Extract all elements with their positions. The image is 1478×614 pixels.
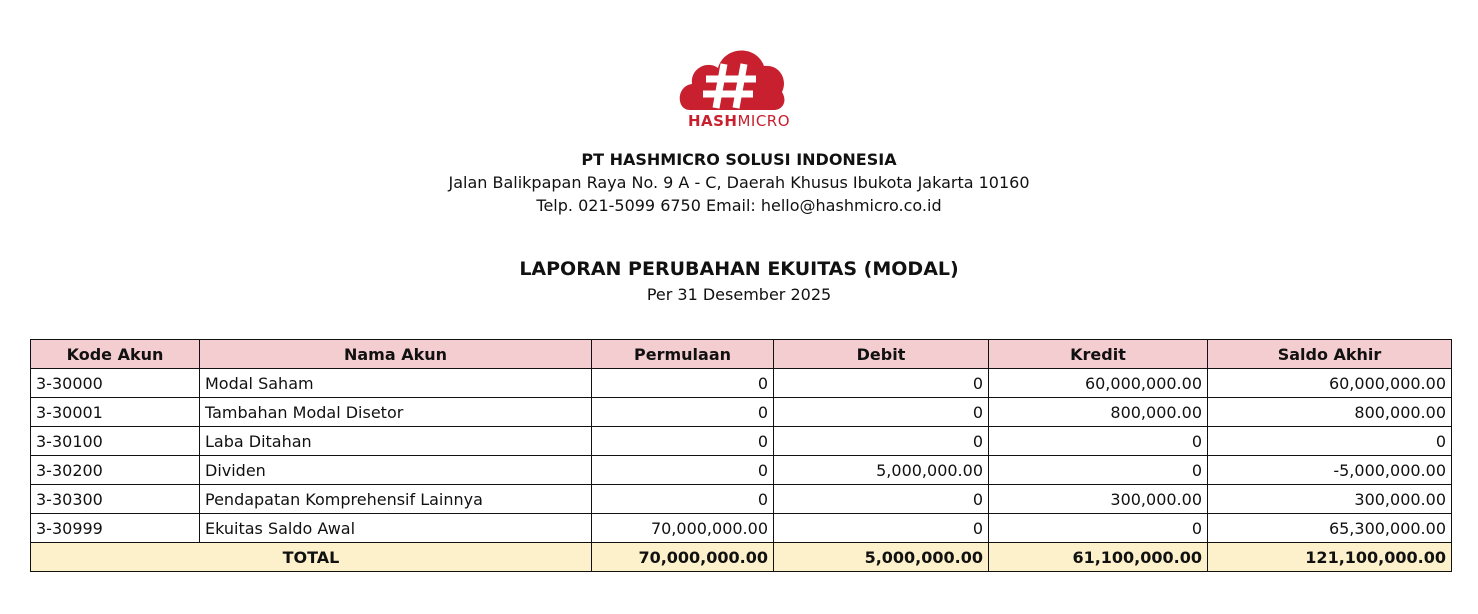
cell-debit: 0: [773, 426, 989, 456]
company-contact: Telp. 021-5099 6750 Email: hello@hashmic…: [536, 196, 942, 215]
table-row: 3-30300 Pendapatan Komprehensif Lainnya 0 0…: [30, 484, 1452, 514]
table-row: 3-30100 Laba Ditahan 0 0 0 0: [30, 426, 1452, 456]
equity-table: Kode Akun Nama Akun Permulaan Debit Kred…: [30, 339, 1452, 572]
cell-kredit: 60,000,000.00: [988, 368, 1208, 398]
cell-nama: Laba Ditahan: [199, 426, 592, 456]
table-row: 3-30999 Ekuitas Saldo Awal 70,000,000.00 0 0…: [30, 513, 1452, 543]
cell-kredit: 0: [988, 513, 1208, 543]
cell-debit: 0: [773, 513, 989, 543]
report-title: LAPORAN PERUBAHAN EKUITAS (MODAL): [519, 258, 959, 280]
table-header: Kode Akun Nama Akun Permulaan Debit Kred…: [30, 339, 1452, 369]
cell-kredit: 0: [988, 455, 1208, 485]
col-kode: Kode Akun: [30, 339, 200, 369]
brand-name: HASHMICRO: [687, 112, 791, 130]
hashmicro-logo: [679, 50, 785, 110]
col-saldo: Saldo Akhir: [1207, 339, 1452, 369]
cell-saldo: 800,000.00: [1207, 397, 1452, 427]
cell-nama: Tambahan Modal Disetor: [199, 397, 592, 427]
table-row: 3-30000 Modal Saham 0 0 60,000,000.00 60,000,…: [30, 368, 1452, 398]
table-row: 3-30200 Dividen 0 5,000,000.00 0 -5,000,000.0…: [30, 455, 1452, 485]
cell-permulaan: 0: [591, 368, 774, 398]
cell-kode: 3-30100: [30, 426, 200, 456]
company-name: PT HASHMICRO SOLUSI INDONESIA: [581, 150, 897, 169]
table-row: 3-30001 Tambahan Modal Disetor 0 0 800,000.0…: [30, 397, 1452, 427]
cell-kredit: 0: [988, 426, 1208, 456]
cell-kode: 3-30300: [30, 484, 200, 514]
cell-permulaan: 0: [591, 426, 774, 456]
cell-nama: Modal Saham: [199, 368, 592, 398]
col-permulaan: Permulaan: [591, 339, 774, 369]
report-date: Per 31 Desember 2025: [646, 285, 832, 304]
cell-nama: Pendapatan Komprehensif Lainnya: [199, 484, 592, 514]
cell-saldo: 0: [1207, 426, 1452, 456]
cell-nama: Dividen: [199, 455, 592, 485]
cell-nama: Ekuitas Saldo Awal: [199, 513, 592, 543]
cell-kode: 3-30001: [30, 397, 200, 427]
cell-permulaan: 0: [591, 397, 774, 427]
cell-kode: 3-30200: [30, 455, 200, 485]
total-debit: 5,000,000.00: [773, 542, 989, 572]
col-kredit: Kredit: [988, 339, 1208, 369]
cell-saldo: 60,000,000.00: [1207, 368, 1452, 398]
total-permulaan: 70,000,000.00: [591, 542, 774, 572]
total-kredit: 61,100,000.00: [988, 542, 1208, 572]
cell-kredit: 300,000.00: [988, 484, 1208, 514]
cell-debit: 0: [773, 484, 989, 514]
cell-saldo: 65,300,000.00: [1207, 513, 1452, 543]
company-address: Jalan Balikpapan Raya No. 9 A - C, Daera…: [448, 173, 1030, 192]
cell-kredit: 800,000.00: [988, 397, 1208, 427]
col-debit: Debit: [773, 339, 989, 369]
cell-debit: 0: [773, 368, 989, 398]
cell-permulaan: 0: [591, 484, 774, 514]
cell-kode: 3-30000: [30, 368, 200, 398]
total-row: TOTAL 70,000,000.00 5,000,000.00 61,100,…: [30, 542, 1452, 572]
total-label: TOTAL: [30, 542, 592, 572]
cell-permulaan: 70,000,000.00: [591, 513, 774, 543]
col-nama: Nama Akun: [199, 339, 592, 369]
cell-saldo: 300,000.00: [1207, 484, 1452, 514]
cell-permulaan: 0: [591, 455, 774, 485]
total-saldo: 121,100,000.00: [1207, 542, 1452, 572]
cell-saldo: -5,000,000.00: [1207, 455, 1452, 485]
cell-kode: 3-30999: [30, 513, 200, 543]
cell-debit: 5,000,000.00: [773, 455, 989, 485]
cell-debit: 0: [773, 397, 989, 427]
